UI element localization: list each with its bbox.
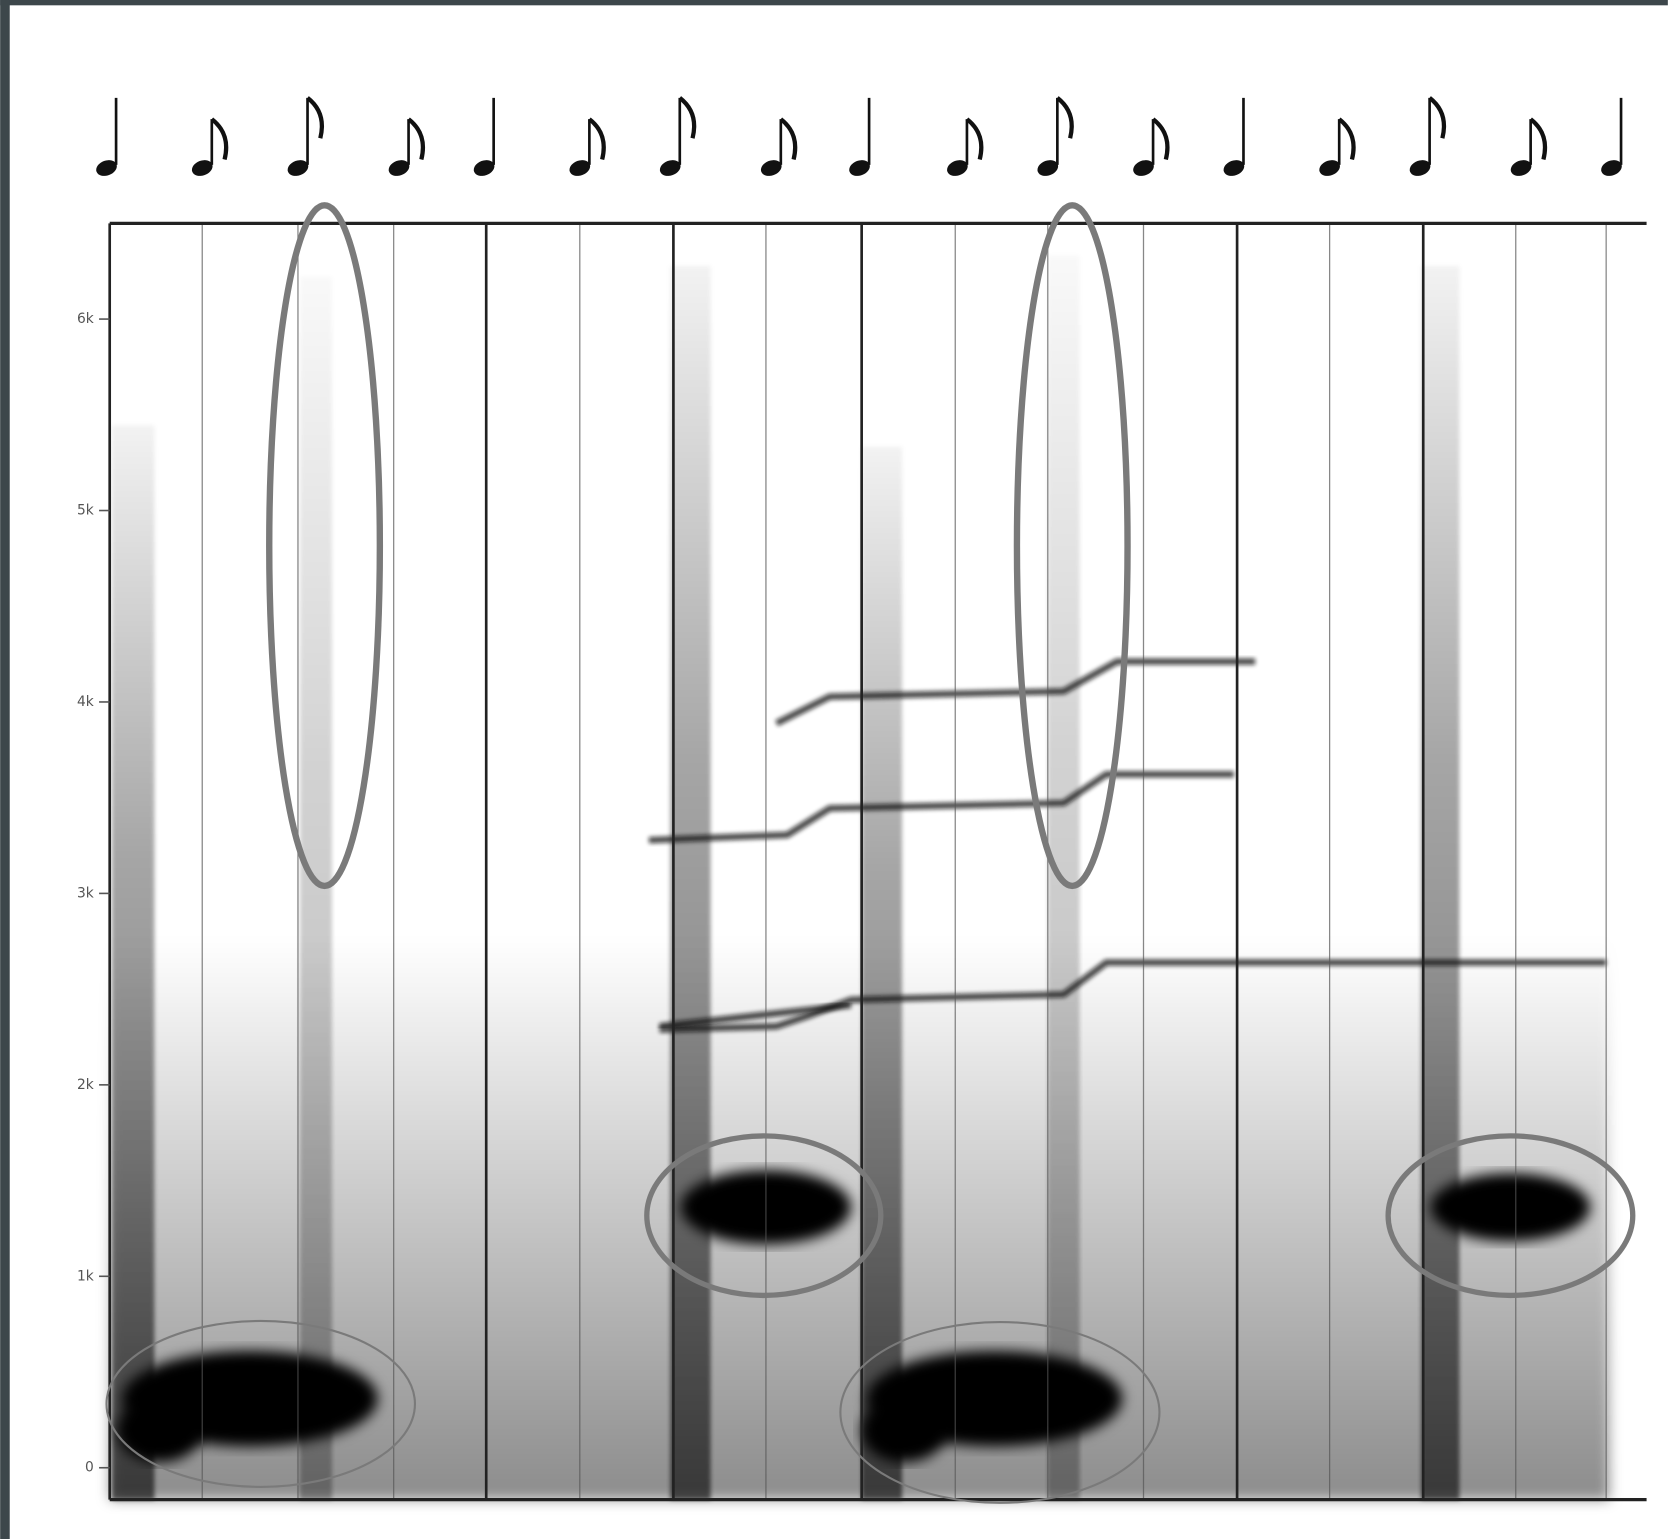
- note-head: [96, 160, 117, 176]
- note-flag: [1055, 96, 1074, 139]
- top-border: [0, 0, 1668, 6]
- note-head: [473, 160, 495, 176]
- note: [1133, 117, 1170, 176]
- note-head: [287, 160, 309, 176]
- noise-column: [670, 265, 711, 1500]
- note-flag: [965, 117, 984, 161]
- note-flag: [588, 117, 606, 161]
- highlight: [1013, 202, 1131, 890]
- note: [569, 117, 606, 176]
- note-flag: [678, 96, 697, 139]
- noise-column: [861, 446, 903, 1500]
- note-head: [947, 160, 968, 176]
- note-head: [388, 160, 410, 176]
- y-tick-label: 4k: [77, 694, 94, 710]
- note-head: [849, 160, 870, 176]
- note: [1037, 96, 1074, 176]
- note: [849, 97, 871, 176]
- note: [659, 96, 697, 176]
- note: [1319, 117, 1356, 176]
- harmonic: [659, 959, 1607, 1033]
- harmonic: [659, 1001, 852, 1030]
- note: [388, 117, 426, 176]
- note: [96, 97, 118, 176]
- note-head: [1319, 160, 1340, 176]
- note: [1510, 117, 1548, 176]
- note-flag: [1337, 117, 1356, 161]
- note: [760, 117, 798, 176]
- highlight: [105, 1319, 417, 1488]
- harmonic: [775, 658, 1256, 727]
- note-head: [1223, 160, 1245, 176]
- note: [191, 117, 229, 176]
- left-border: [0, 0, 10, 1539]
- y-tick-label: 1k: [77, 1268, 94, 1284]
- highlight: [644, 1133, 884, 1299]
- y-tick-label: 6k: [77, 311, 94, 327]
- spectrogram: [105, 202, 1647, 1504]
- y-tick-label: 0: [85, 1460, 94, 1476]
- y-tick-label: 3k: [77, 885, 94, 901]
- note-flag: [779, 117, 798, 161]
- note: [473, 97, 495, 176]
- note-head: [760, 160, 782, 176]
- note-flag: [1151, 117, 1170, 161]
- note-flag: [210, 117, 229, 161]
- note: [1601, 97, 1623, 176]
- note-row: [96, 96, 1623, 176]
- note-head: [1133, 160, 1154, 176]
- note-flag: [1428, 96, 1447, 139]
- note: [947, 117, 984, 176]
- y-tick-label: 5k: [77, 503, 94, 519]
- note: [1223, 97, 1245, 176]
- note-head: [1510, 160, 1532, 176]
- note-head: [191, 160, 213, 176]
- harmonic: [648, 771, 1234, 844]
- note-head: [1409, 160, 1431, 176]
- highlight: [839, 1320, 1161, 1504]
- noise-column: [111, 425, 155, 1500]
- formant: [861, 1398, 947, 1463]
- note-flag: [1529, 117, 1548, 161]
- note-flag: [306, 96, 325, 139]
- noise-column: [1421, 265, 1460, 1500]
- y-axis: 6k 5k 4k 3k 2k 1k 0: [77, 311, 110, 1476]
- formant: [1430, 1173, 1591, 1242]
- note-head: [1601, 160, 1622, 176]
- formant: [117, 1398, 203, 1463]
- y-tick-label: 2k: [77, 1077, 94, 1093]
- note-head: [659, 160, 681, 176]
- note-head: [569, 160, 591, 176]
- note-flag: [407, 117, 426, 161]
- note-head: [1037, 160, 1059, 176]
- highlight: [266, 202, 384, 890]
- note: [287, 96, 325, 176]
- note: [1409, 96, 1447, 176]
- highlight: [1385, 1133, 1636, 1299]
